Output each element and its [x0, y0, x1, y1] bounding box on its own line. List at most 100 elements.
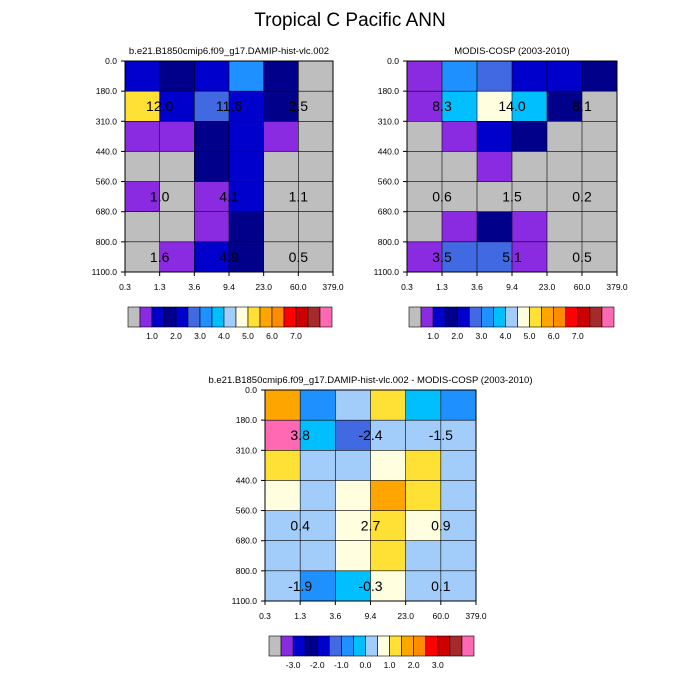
- colorbar-label: 0.0: [360, 660, 372, 670]
- data-label: 5.1: [502, 249, 522, 265]
- heatmap-cell: [440, 510, 477, 542]
- heatmap-cell: [265, 570, 301, 602]
- data-label: 3.8: [290, 427, 310, 443]
- heatmap-cell: [442, 121, 478, 152]
- y-tick-label: 0.0: [387, 56, 399, 66]
- heatmap-cell: [335, 420, 371, 451]
- x-tick-label: 379.0: [322, 282, 344, 292]
- colorbar-swatch: [319, 306, 333, 328]
- colorbar-label: 4.0: [500, 331, 512, 341]
- heatmap-cell: [335, 390, 371, 421]
- x-tick-label: 9.4: [506, 282, 518, 292]
- y-tick-label: 180.0: [236, 415, 258, 425]
- heatmap-cell: [407, 211, 443, 243]
- x-tick-label: 60.0: [433, 611, 450, 621]
- colorbar-swatch: [493, 306, 506, 328]
- heatmap-cell: [159, 241, 195, 273]
- data-label: 0.6: [432, 189, 452, 205]
- panel-difference: b.e21.B1850cmip6.f09_g17.DAMIP-hist-vlc.…: [208, 375, 532, 670]
- heatmap-cell: [263, 181, 299, 213]
- colorbar-swatch: [163, 306, 177, 328]
- heatmap-cell: [159, 181, 195, 213]
- colorbar-swatch: [408, 306, 422, 328]
- y-tick-label: 800.0: [378, 237, 400, 247]
- x-tick-label: 23.0: [397, 611, 414, 621]
- heatmap-cell: [442, 211, 478, 243]
- colorbar-swatch: [601, 306, 615, 328]
- heatmap-cell: [265, 510, 301, 542]
- colorbar-swatch: [304, 635, 318, 657]
- x-tick-label: 1.3: [294, 611, 306, 621]
- heatmap-cell: [300, 390, 336, 421]
- heatmap-cell: [582, 211, 618, 243]
- heatmap-cell: [547, 181, 583, 213]
- y-tick-label: 0.0: [105, 56, 117, 66]
- colorbar-swatch: [420, 306, 434, 328]
- heatmap-cell: [477, 181, 513, 213]
- x-tick-label: 60.0: [290, 282, 307, 292]
- colorbar-swatch: [139, 306, 153, 328]
- x-tick-label: 379.0: [465, 611, 487, 621]
- heatmap-cell: [582, 91, 618, 122]
- heatmap-cell: [194, 151, 230, 182]
- colorbar-label: 3.0: [432, 660, 444, 670]
- heatmap-cell: [159, 61, 195, 92]
- heatmap-cell: [512, 151, 548, 182]
- heatmap-cell: [229, 121, 265, 152]
- y-tick-label: 180.0: [378, 86, 400, 96]
- heatmap-cell: [405, 570, 442, 602]
- heatmap-cell: [298, 151, 334, 182]
- heatmap-cell: [194, 61, 230, 92]
- data-label: 0.2: [572, 189, 592, 205]
- y-tick-label: 0.0: [245, 385, 257, 395]
- heatmap-cell: [229, 241, 265, 273]
- y-tick-label: 560.0: [378, 177, 400, 187]
- heatmap-cell: [405, 420, 442, 451]
- heatmap-cell: [298, 181, 334, 213]
- heatmap-cell: [125, 121, 161, 152]
- heatmap-cell: [335, 540, 371, 572]
- heatmap-cell: [370, 390, 407, 421]
- heatmap-cell: [407, 61, 443, 92]
- heatmap-cell: [582, 121, 618, 152]
- y-tick-label: 680.0: [96, 207, 118, 217]
- heatmap-cell: [194, 91, 230, 122]
- data-label: 3.5: [432, 249, 452, 265]
- heatmap-cell: [405, 390, 442, 421]
- colorbar-swatch: [199, 306, 213, 328]
- colorbar-swatch: [268, 635, 282, 657]
- heatmap-cell: [405, 450, 442, 481]
- y-tick-label: 1100.0: [374, 267, 400, 277]
- colorbar-swatch: [341, 635, 354, 657]
- heatmap-cell: [512, 91, 548, 122]
- heatmap-cell: [405, 480, 442, 511]
- heatmap-cell: [194, 241, 230, 273]
- y-tick-label: 440.0: [378, 146, 400, 156]
- y-tick-label: 440.0: [96, 146, 118, 156]
- heatmap-cell: [477, 151, 513, 182]
- heatmap-cell: [440, 420, 477, 451]
- heatmap-cell: [300, 570, 336, 602]
- colorbar-swatch: [295, 306, 309, 328]
- heatmap-cell: [370, 540, 407, 572]
- heatmap-cell: [300, 540, 336, 572]
- y-tick-label: 180.0: [96, 86, 118, 96]
- heatmap-cell: [125, 211, 161, 243]
- colorbar-swatch: [151, 306, 165, 328]
- colorbar-swatch: [259, 306, 273, 328]
- heatmap-cell: [335, 450, 371, 481]
- colorbar-swatch: [307, 306, 321, 328]
- colorbar-label: 2.0: [451, 331, 463, 341]
- heatmap-cell: [159, 91, 195, 122]
- heatmap-cell: [512, 241, 548, 273]
- heatmap-cell: [477, 121, 513, 152]
- x-tick-label: 9.4: [223, 282, 235, 292]
- colorbar-swatch: [223, 306, 237, 328]
- colorbar-swatch: [461, 635, 475, 657]
- heatmap-cell: [300, 480, 336, 511]
- colorbar-label: -1.0: [334, 660, 349, 670]
- data-label: 4.1: [219, 189, 239, 205]
- heatmap-cell: [440, 480, 477, 511]
- heatmap-cell: [298, 121, 334, 152]
- panel-model: b.e21.B1850cmip6.f09_g17.DAMIP-hist-vlc.…: [92, 46, 344, 341]
